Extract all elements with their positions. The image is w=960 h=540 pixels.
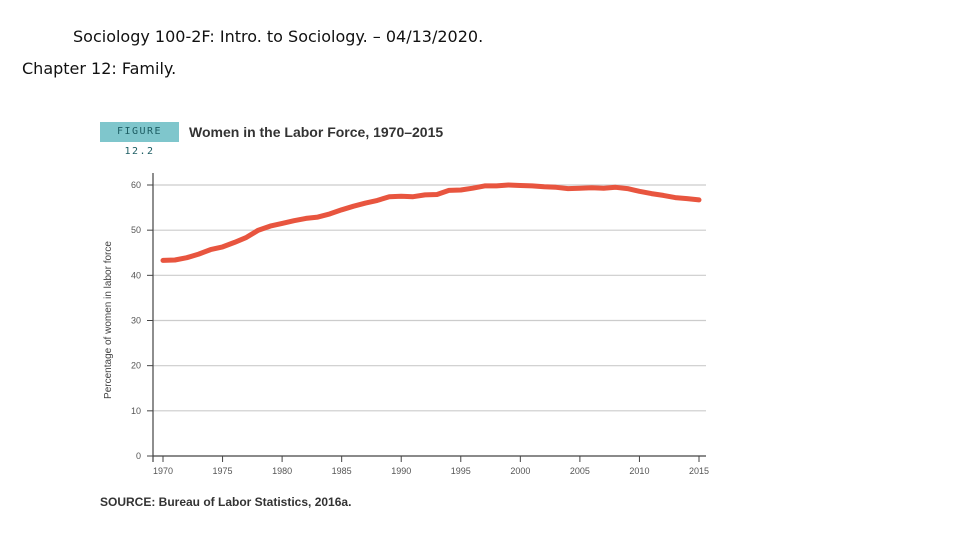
x-tick-label-1985: 1985 [332,466,352,476]
y-tick-label-30: 30 [131,316,141,326]
x-tick-label-1970: 1970 [153,466,173,476]
y-axis-label: Percentage of women in labor force [103,241,114,399]
y-tick-label-10: 10 [131,406,141,416]
figure-tag: FIGURE 12.2 [100,122,179,157]
series-line-0 [160,182,702,263]
y-tick-label-20: 20 [131,361,141,371]
x-tick-label-2005: 2005 [570,466,590,476]
tick-labels: 0 10 20 30 40 50 60 1970 1975 1980 1985 1990 1995 200… [131,180,709,476]
axes [147,173,706,462]
source-note: SOURCE: Bureau of Labor Statistics, 2016… [100,495,352,509]
data-series [160,182,702,263]
slide-subtitle: Chapter 12: Family. [22,59,177,78]
x-tick-label-2000: 2000 [510,466,530,476]
figure-title: Women in the Labor Force, 1970–2015 [189,124,444,140]
slide-title: Sociology 100-2F: Intro. to Sociology. –… [73,27,484,46]
y-tick-label-40: 40 [131,270,141,280]
x-tick-label-2015: 2015 [689,466,709,476]
y-tick-label-0: 0 [136,451,141,461]
y-tick-label-50: 50 [131,225,141,235]
x-tick-label-1975: 1975 [213,466,233,476]
x-tick-label-1990: 1990 [391,466,411,476]
x-tick-label-1980: 1980 [272,466,292,476]
x-tick-label-2010: 2010 [629,466,649,476]
grid-lines [153,184,706,412]
y-tick-label-60: 60 [131,180,141,190]
x-tick-label-1995: 1995 [451,466,471,476]
